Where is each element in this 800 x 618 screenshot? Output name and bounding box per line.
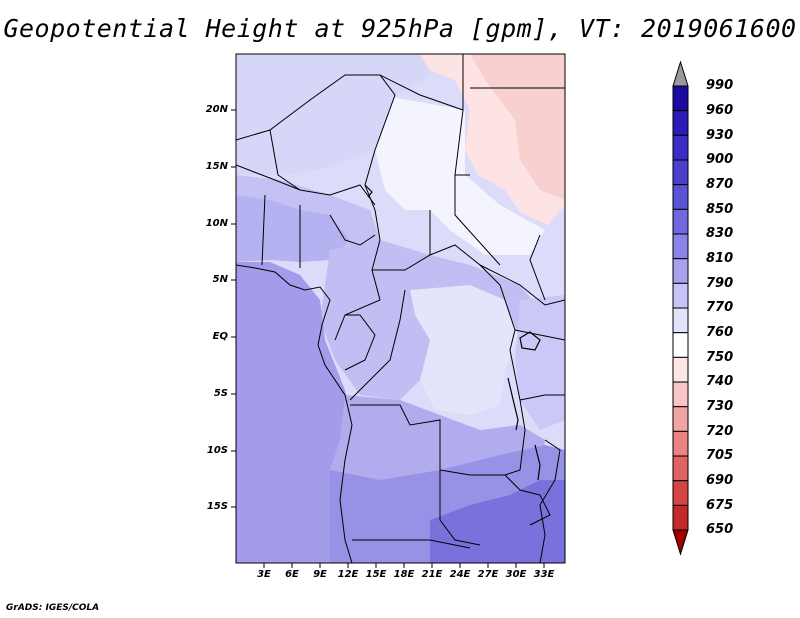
- boundary-angola-zambia: [439, 470, 481, 546]
- boundary-cameroon-chad: [334, 209, 381, 341]
- lon-label: 33E: [533, 569, 555, 580]
- colorbar-label: 740: [706, 374, 734, 389]
- lat-label: 15N: [205, 161, 228, 172]
- boundary-zambia-zimbabwe: [504, 474, 551, 526]
- colorbar-swatch: [672, 184, 689, 210]
- colorbar-label: 990: [706, 78, 734, 93]
- lakes: [364, 184, 541, 481]
- colorbar-bottom-arrow: [672, 529, 689, 556]
- colorbar-swatch: [672, 307, 689, 334]
- colorbar-label: 830: [706, 226, 734, 241]
- lat-label: EQ: [212, 331, 228, 342]
- lake-victoria: [519, 331, 541, 351]
- colorbar-swatch: [672, 356, 689, 383]
- boundary-car: [372, 244, 501, 286]
- colorbar-swatch: [672, 430, 689, 457]
- colorbar-label: 770: [706, 300, 734, 315]
- colorbar: [672, 60, 689, 556]
- lon-label: 3E: [257, 569, 271, 580]
- colorbar-label: 930: [706, 128, 734, 143]
- lat-label: 20N: [205, 104, 228, 115]
- boundary-mali-niger: [269, 129, 301, 191]
- colorbar-swatch: [672, 159, 689, 186]
- colorbar-swatch: [672, 233, 689, 260]
- map-panel: [236, 54, 565, 563]
- height-field-central-basin: [410, 285, 520, 415]
- colorbar-swatch: [672, 455, 689, 482]
- colorbar-label: 675: [706, 498, 734, 513]
- colorbar-label: 690: [706, 473, 734, 488]
- colorbar-swatch: [672, 110, 689, 136]
- lat-label: 15S: [206, 501, 228, 512]
- boundary-south-sudan: [479, 264, 565, 306]
- colorbar-label: 730: [706, 399, 734, 414]
- boundary-chad-sudan: [429, 175, 501, 266]
- colorbar-label: 705: [706, 448, 734, 463]
- colorbar-label: 760: [706, 325, 734, 340]
- colorbar-label: 850: [706, 202, 734, 217]
- lon-ticks: [263, 563, 545, 568]
- colorbar-label: 650: [706, 522, 734, 537]
- boundary-congo: [344, 289, 406, 401]
- lat-label: 5S: [213, 388, 228, 399]
- colorbar-label: 790: [706, 276, 734, 291]
- lat-label: 5N: [212, 274, 228, 285]
- boundary-drc-east: [499, 284, 526, 476]
- colorbar-swatch: [672, 134, 689, 161]
- lake-tanganyika: [507, 377, 519, 431]
- boundary-nigeria: [261, 194, 376, 268]
- boundary-ethiopia: [529, 234, 546, 301]
- height-field-east-highlands: [515, 295, 565, 430]
- colorbar-top-arrow: [672, 60, 689, 87]
- colorbar-label: 750: [706, 350, 734, 365]
- colorbar-swatch: [672, 480, 689, 506]
- colorbar-swatch: [672, 504, 689, 531]
- colorbar-label: 810: [706, 251, 734, 266]
- lat-ticks: [231, 109, 236, 508]
- lat-label: 10N: [205, 218, 228, 229]
- map-frame: [235, 53, 566, 564]
- coastline-west-africa: [236, 264, 353, 563]
- boundary-drc-angola: [350, 404, 505, 476]
- political-boundaries: [236, 54, 565, 563]
- height-field-atlantic: [236, 262, 355, 563]
- lon-label: 30E: [505, 569, 527, 580]
- colorbar-label: 960: [706, 103, 734, 118]
- lon-label: 6E: [285, 569, 299, 580]
- colorbar-swatch: [672, 208, 689, 235]
- colorbar-swatch: [672, 282, 689, 309]
- colorbar-swatch: [672, 406, 689, 432]
- grads-credit: GrADS: IGES/COLA: [6, 603, 100, 613]
- lon-label: 9E: [313, 569, 327, 580]
- lon-label: 24E: [449, 569, 471, 580]
- lat-label: 10S: [206, 445, 228, 456]
- colorbar-label: 870: [706, 177, 734, 192]
- colorbar-label: 900: [706, 152, 734, 167]
- colorbar-swatch: [672, 258, 689, 284]
- height-field-lower-pink: [470, 54, 565, 200]
- lon-label: 27E: [477, 569, 499, 580]
- boundary-kenya-uganda: [514, 329, 565, 341]
- boundary-mozambique: [539, 439, 561, 563]
- colorbar-swatch: [672, 381, 689, 408]
- colorbar-swatch: [672, 85, 689, 112]
- colorbar-label: 720: [706, 424, 734, 439]
- lake-malawi: [534, 444, 541, 481]
- lon-label: 15E: [365, 569, 387, 580]
- colorbar-swatch: [672, 332, 689, 358]
- boundary-tanzania: [519, 394, 565, 401]
- boundary-burkina: [236, 164, 376, 206]
- lon-label: 12E: [337, 569, 359, 580]
- boundary-namibia: [352, 539, 471, 549]
- boundary-niger-chad: [364, 74, 396, 211]
- height-field-sahara-light: [236, 54, 430, 175]
- lake-chad: [364, 184, 373, 198]
- lon-label: 21E: [421, 569, 443, 580]
- lon-label: 18E: [393, 569, 415, 580]
- map-title: Geopotential Height at 925hPa [gpm], VT:…: [3, 14, 797, 43]
